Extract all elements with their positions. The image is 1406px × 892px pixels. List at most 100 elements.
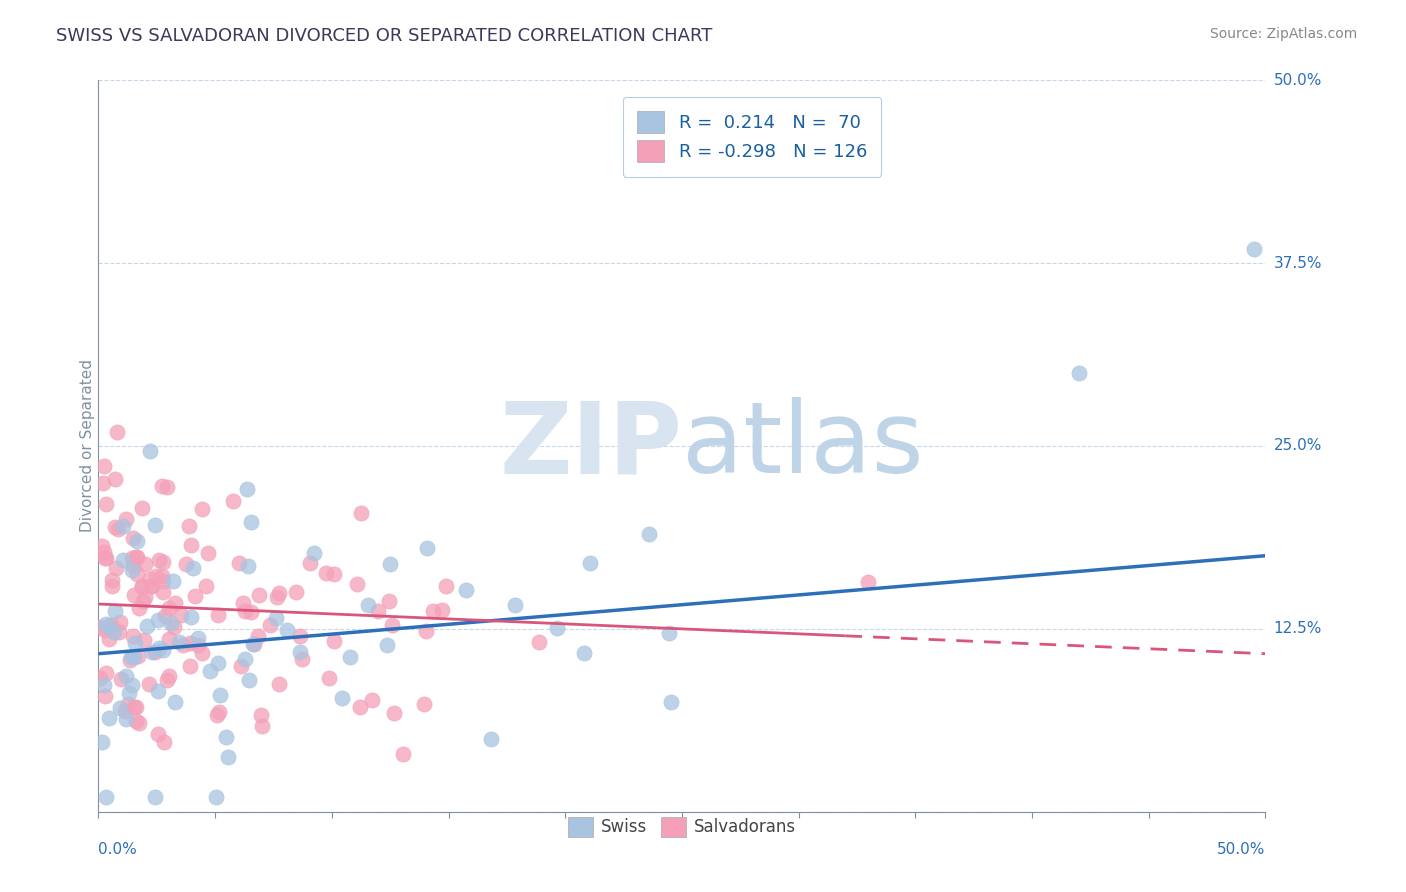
Point: [94, 689, 117, 703]
Point: [104, 604, 127, 618]
Point: [127, 534, 149, 549]
Text: 25.0%: 25.0%: [1274, 439, 1322, 453]
Point: [157, 632, 180, 647]
Point: [197, 546, 219, 560]
Point: [122, 629, 145, 643]
Point: [121, 550, 143, 565]
Point: [288, 645, 311, 659]
Point: [367, 604, 389, 618]
Point: [121, 531, 143, 545]
Point: [90, 735, 112, 749]
Point: [159, 616, 181, 631]
Point: [382, 706, 405, 720]
Point: [93, 678, 115, 692]
Point: [122, 559, 145, 574]
Point: [105, 425, 128, 440]
Point: [413, 697, 436, 711]
Point: [131, 501, 153, 516]
Point: [107, 522, 129, 536]
Point: [233, 604, 256, 618]
Point: [479, 731, 502, 746]
Point: [145, 569, 167, 583]
Point: [1067, 366, 1090, 380]
Point: [242, 637, 264, 651]
Point: [357, 598, 380, 612]
Point: [94, 551, 117, 566]
Point: [416, 541, 439, 555]
Point: [232, 596, 254, 610]
Point: [207, 607, 229, 622]
Point: [322, 567, 344, 582]
Point: [856, 575, 879, 590]
Point: [156, 480, 179, 494]
Point: [139, 572, 162, 586]
Point: [94, 623, 117, 637]
Point: [134, 633, 156, 648]
Point: [266, 591, 288, 605]
Point: [124, 636, 146, 650]
Point: [153, 735, 176, 749]
Point: [249, 707, 271, 722]
Point: [250, 719, 273, 733]
Point: [120, 653, 142, 667]
Point: [298, 556, 321, 570]
Point: [194, 579, 217, 593]
Point: [98, 711, 121, 725]
Text: ZIP: ZIP: [499, 398, 682, 494]
Point: [122, 700, 145, 714]
Point: [112, 552, 135, 566]
Point: [104, 520, 127, 534]
Point: [89, 620, 111, 634]
Point: [183, 589, 205, 603]
Point: [391, 747, 413, 761]
Point: [131, 579, 153, 593]
Point: [179, 659, 201, 673]
Point: [146, 727, 169, 741]
Point: [240, 515, 263, 529]
Point: [236, 483, 259, 497]
Point: [94, 666, 117, 681]
Point: [108, 701, 131, 715]
Point: [122, 588, 145, 602]
Point: [101, 579, 124, 593]
Point: [503, 598, 526, 612]
Point: [659, 695, 682, 709]
Point: [143, 518, 166, 533]
Point: [198, 664, 221, 678]
Point: [157, 668, 180, 682]
Point: [121, 678, 143, 692]
Point: [415, 624, 437, 638]
Point: [100, 618, 122, 632]
Point: [125, 566, 148, 581]
Point: [233, 652, 256, 666]
Point: [346, 577, 368, 591]
Point: [152, 479, 174, 493]
Point: [165, 596, 187, 610]
Point: [172, 638, 194, 652]
Point: [146, 613, 169, 627]
Point: [350, 506, 373, 520]
Point: [187, 632, 209, 646]
Point: [162, 574, 184, 589]
Point: [361, 693, 384, 707]
Point: [108, 624, 131, 639]
Point: [96, 497, 118, 511]
Point: [259, 618, 281, 632]
Text: 12.5%: 12.5%: [1274, 622, 1322, 636]
Point: [136, 619, 159, 633]
Point: [422, 604, 444, 618]
Point: [238, 673, 260, 687]
Point: [124, 699, 146, 714]
Legend: Swiss, Salvadorans: Swiss, Salvadorans: [561, 810, 803, 844]
Point: [98, 632, 121, 646]
Point: [205, 790, 228, 805]
Point: [187, 639, 209, 653]
Point: [121, 563, 143, 577]
Point: [181, 561, 204, 575]
Point: [115, 712, 138, 726]
Point: [163, 620, 186, 634]
Point: [302, 546, 325, 560]
Text: 50.0%: 50.0%: [1274, 73, 1322, 87]
Point: [138, 677, 160, 691]
Point: [179, 636, 201, 650]
